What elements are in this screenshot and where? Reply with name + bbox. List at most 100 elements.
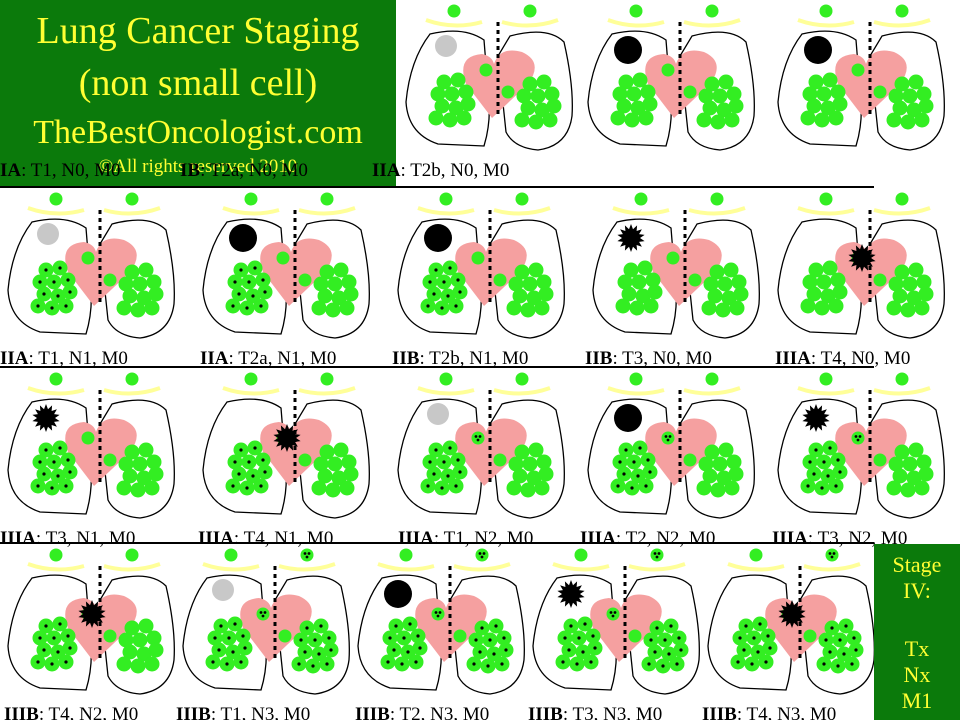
lymph-node	[130, 658, 146, 674]
hilar-node-right	[103, 273, 117, 287]
supraclavicular-node-right	[825, 548, 839, 562]
node-involvement-dot	[456, 278, 460, 282]
mediastinal-node	[661, 431, 675, 445]
lymph-node	[716, 102, 732, 118]
stage-caption: IIIA: T4, N0, M0	[775, 348, 910, 369]
lymph-node	[626, 86, 642, 102]
stage-label: IIIA	[198, 528, 234, 549]
node-involvement-dot	[392, 648, 396, 652]
lymph-node	[317, 468, 333, 484]
lymph-node	[731, 274, 747, 290]
lymph-node	[522, 76, 538, 92]
node-involvement-dot	[613, 611, 617, 614]
node-involvement-dot	[638, 446, 642, 450]
lymph-node	[448, 100, 464, 116]
stage-caption: IIIB: T4, N3, M0	[702, 704, 836, 720]
lymph-node	[624, 112, 640, 128]
node-involvement-dot	[388, 636, 392, 640]
node-involvement-dot	[492, 652, 496, 656]
lymph-node	[800, 298, 816, 314]
node-involvement-dot	[474, 435, 478, 438]
node-involvement-dot	[237, 472, 241, 476]
node-involvement-dot	[297, 662, 301, 666]
stage-caption: IIIB: T4, N2, M0	[4, 704, 138, 720]
tnm-label: : T1, N0, M0	[21, 160, 120, 181]
node-involvement-dot	[768, 646, 772, 650]
node-involvement-dot	[616, 484, 620, 488]
bronchus-left-arc	[607, 386, 665, 396]
bronchus-left-arc	[27, 386, 85, 396]
node-involvement-dot	[842, 652, 846, 656]
lymph-node	[637, 260, 653, 276]
bronchus-right-arc	[683, 386, 741, 396]
stage-caption: IIB: T2b, N1, M0	[392, 348, 528, 369]
lymph-node	[808, 262, 824, 278]
lymph-node	[712, 88, 728, 104]
mediastinal-node	[471, 431, 485, 445]
node-involvement-dot	[438, 611, 442, 614]
lymph-node	[148, 286, 164, 302]
node-involvement-dot	[259, 304, 263, 308]
lymph-node	[520, 302, 536, 318]
node-involvement-dot	[319, 624, 323, 628]
lymph-node	[702, 100, 718, 116]
lymph-node	[516, 88, 532, 104]
node-involvement-dot	[66, 458, 70, 462]
lymph-node	[341, 454, 357, 470]
node-involvement-dot	[36, 484, 40, 488]
stage-label: IIIB	[702, 704, 737, 720]
node-involvement-dot	[247, 460, 251, 464]
bronchus-right-arc	[278, 562, 336, 572]
lymph-node	[828, 110, 844, 126]
stage-panel	[777, 372, 945, 519]
bronchus-left-arc	[425, 18, 483, 28]
stage-iv-tx: Tx	[904, 636, 930, 661]
lymph-node	[528, 262, 544, 278]
mediastinal-node	[256, 607, 270, 621]
supraclavicular-node-right	[515, 372, 529, 386]
node-involvement-dot	[261, 278, 265, 282]
bronchus-right-arc	[103, 206, 161, 216]
lymph-node	[508, 276, 524, 292]
node-involvement-dot	[259, 611, 263, 614]
lymph-node	[888, 276, 904, 292]
lymph-node	[436, 74, 452, 90]
node-involvement-dot	[414, 660, 418, 664]
node-involvement-dot	[261, 614, 265, 618]
node-involvement-dot	[64, 660, 68, 664]
stage-panel	[707, 548, 875, 695]
node-involvement-dot	[52, 636, 56, 640]
hilar-node-right	[873, 85, 887, 99]
lymph-node	[900, 482, 916, 498]
node-involvement-dot	[217, 648, 221, 652]
node-involvement-dot	[448, 266, 452, 270]
node-involvement-dot	[233, 280, 237, 284]
node-involvement-dot	[657, 552, 661, 555]
lymph-node	[526, 290, 542, 306]
tumor-t3	[617, 224, 645, 252]
node-involvement-dot	[50, 306, 54, 310]
hilar-node-right	[501, 85, 515, 99]
node-involvement-dot	[66, 634, 70, 638]
mediastinal-node	[851, 63, 865, 77]
node-involvement-dot	[677, 636, 681, 640]
lymph-node	[144, 656, 160, 672]
lymph-node	[728, 98, 744, 114]
lymph-node	[701, 300, 717, 316]
node-involvement-dot	[245, 486, 249, 490]
row-divider	[0, 366, 874, 368]
bronchus-left-arc	[797, 206, 855, 216]
supraclavicular-node-right	[523, 4, 537, 18]
lymph-node	[544, 86, 560, 102]
lymph-node	[430, 86, 446, 102]
lymph-node	[894, 76, 910, 92]
supraclavicular-node-left	[244, 372, 258, 386]
stage-label: IIA	[200, 348, 229, 369]
node-involvement-dot	[263, 611, 267, 614]
node-involvement-dot	[307, 552, 311, 555]
lymph-node	[506, 300, 522, 316]
supraclavicular-node-right	[475, 548, 489, 562]
node-involvement-dot	[448, 446, 452, 450]
lymph-node	[118, 456, 134, 472]
node-involvement-dot	[622, 472, 626, 476]
